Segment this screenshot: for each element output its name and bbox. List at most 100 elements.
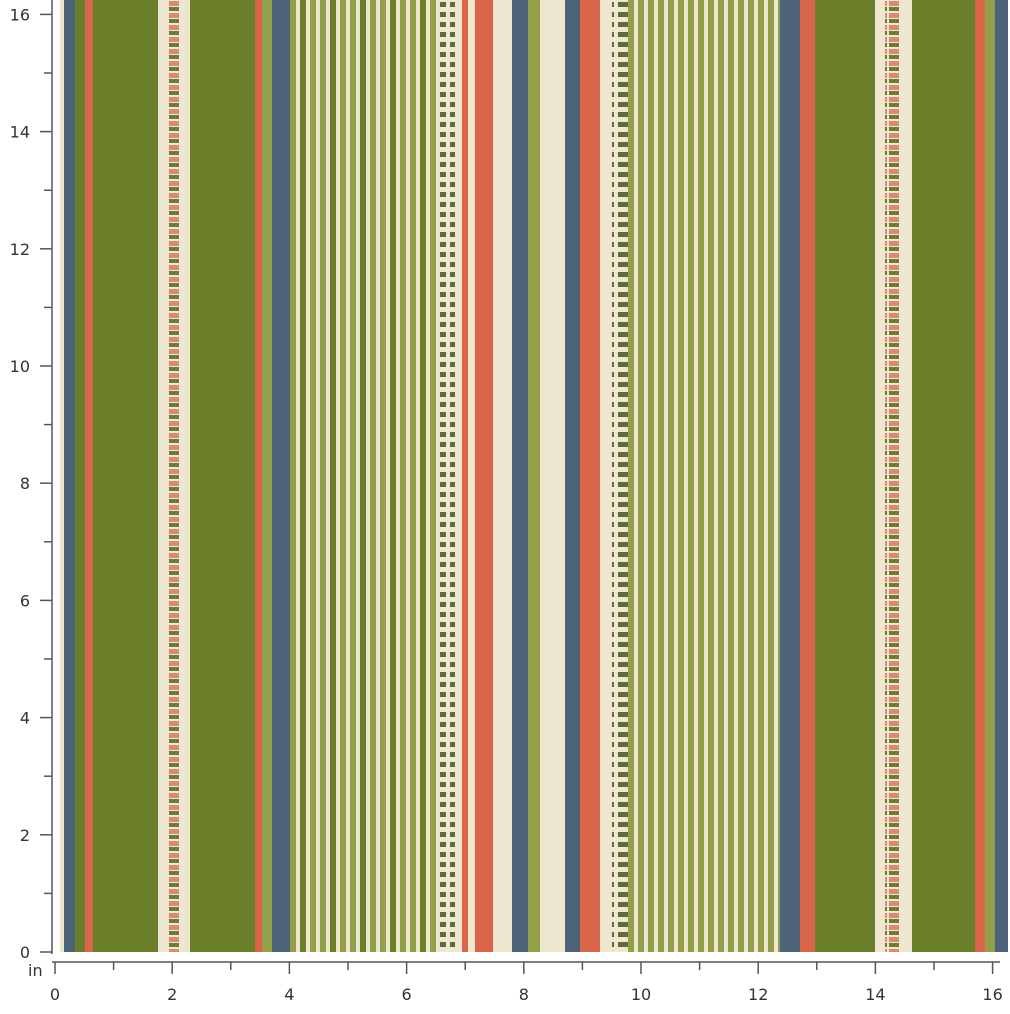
stripe — [912, 0, 975, 952]
stripe — [728, 0, 734, 952]
stripe — [654, 0, 658, 952]
stripe — [190, 0, 255, 952]
stripe — [708, 0, 714, 952]
stripe — [376, 0, 380, 952]
stripe — [75, 0, 85, 952]
stripe — [290, 0, 296, 952]
stripe — [296, 0, 300, 952]
stripe — [688, 0, 694, 952]
x-tick-label: 2 — [167, 985, 177, 1004]
y-tick-label: 4 — [20, 709, 30, 728]
x-tick-label: 14 — [865, 985, 885, 1004]
stripe — [390, 0, 396, 952]
stripe — [628, 0, 634, 952]
stripe — [875, 0, 885, 952]
stripe — [416, 0, 420, 952]
x-tick-label: 4 — [284, 985, 294, 1004]
stripe — [580, 0, 600, 952]
stripe — [440, 0, 455, 952]
stripe — [420, 0, 426, 952]
fabric-swatch — [60, 0, 1008, 952]
stripe — [764, 0, 768, 952]
stripe — [754, 0, 758, 952]
y-tick-label: 14 — [10, 123, 30, 142]
stripe — [386, 0, 390, 952]
stripe — [714, 0, 718, 952]
stripe — [410, 0, 416, 952]
stripe — [158, 0, 167, 952]
stripe — [346, 0, 350, 952]
stripe — [326, 0, 330, 952]
stripe — [638, 0, 644, 952]
stripe — [678, 0, 684, 952]
stripe — [316, 0, 320, 952]
stripe — [455, 0, 462, 952]
stripe — [350, 0, 356, 952]
stripe — [310, 0, 316, 952]
stripe — [648, 0, 654, 952]
stripe — [64, 0, 75, 952]
stripe — [668, 0, 674, 952]
stripe — [93, 0, 158, 952]
stripe — [468, 0, 475, 952]
stripe — [360, 0, 366, 952]
stripe — [306, 0, 310, 952]
stripe — [85, 0, 93, 952]
rulers: in 0 2 4 6 8 10 12 14 16 0 2 4 6 8 10 12 14 16 — [10, 0, 1003, 1004]
stripe — [718, 0, 724, 952]
stripe — [255, 0, 262, 952]
y-tick-label: 10 — [10, 357, 30, 376]
x-tick-label: 12 — [748, 985, 768, 1004]
stripe — [885, 0, 900, 952]
stripe — [815, 0, 875, 952]
stripe — [738, 0, 744, 952]
stripe — [426, 0, 430, 952]
x-tick-label: 0 — [50, 985, 60, 1004]
stripe — [774, 0, 778, 952]
stripe — [340, 0, 346, 952]
x-tick-label: 8 — [519, 985, 529, 1004]
stripe — [400, 0, 406, 952]
unit-label: in — [28, 961, 43, 980]
stripe — [540, 0, 565, 952]
stripe — [748, 0, 754, 952]
stripe — [380, 0, 386, 952]
stripe — [366, 0, 370, 952]
stripe — [780, 0, 800, 952]
stripe — [493, 0, 512, 952]
stripe — [975, 0, 985, 952]
y-tick-label: 16 — [10, 5, 30, 24]
stripe — [60, 0, 64, 952]
y-tick-label: 8 — [20, 474, 30, 493]
y-tick-label: 6 — [20, 591, 30, 610]
y-tick-label: 0 — [20, 943, 30, 962]
stripe — [336, 0, 340, 952]
stripe — [436, 0, 440, 952]
stripe — [744, 0, 748, 952]
stripe — [734, 0, 738, 952]
stripe — [768, 0, 774, 952]
y-tick-label: 2 — [20, 826, 30, 845]
stripe — [995, 0, 1008, 952]
stripe — [694, 0, 698, 952]
stripe — [262, 0, 272, 952]
stripe — [985, 0, 995, 952]
stripe — [800, 0, 815, 952]
stripe — [698, 0, 704, 952]
stripe — [320, 0, 326, 952]
stripe — [778, 0, 780, 952]
y-tick-label: 12 — [10, 240, 30, 259]
x-tick-label: 16 — [982, 985, 1002, 1004]
stripe — [406, 0, 410, 952]
stripe — [684, 0, 688, 952]
stripe — [396, 0, 400, 952]
x-tick-label: 10 — [631, 985, 651, 1004]
stripe — [900, 0, 912, 952]
stripe — [644, 0, 648, 952]
stripe — [430, 0, 436, 952]
stripe — [330, 0, 336, 952]
stripe — [167, 0, 180, 952]
stripe — [658, 0, 664, 952]
stripe — [674, 0, 678, 952]
